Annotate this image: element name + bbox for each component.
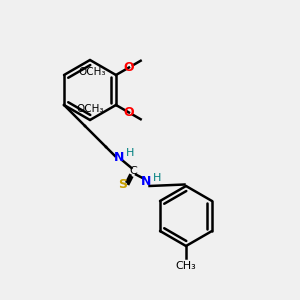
Text: O: O <box>124 61 134 74</box>
Text: H: H <box>153 173 161 183</box>
Text: H: H <box>126 148 134 158</box>
Text: OCH₃: OCH₃ <box>78 67 106 77</box>
Text: S: S <box>118 178 127 191</box>
Text: O: O <box>124 106 134 119</box>
Text: N: N <box>114 151 125 164</box>
Text: C: C <box>129 166 137 176</box>
Text: N: N <box>141 175 152 188</box>
Text: CH₃: CH₃ <box>176 261 197 271</box>
Text: OCH₃: OCH₃ <box>76 104 104 115</box>
